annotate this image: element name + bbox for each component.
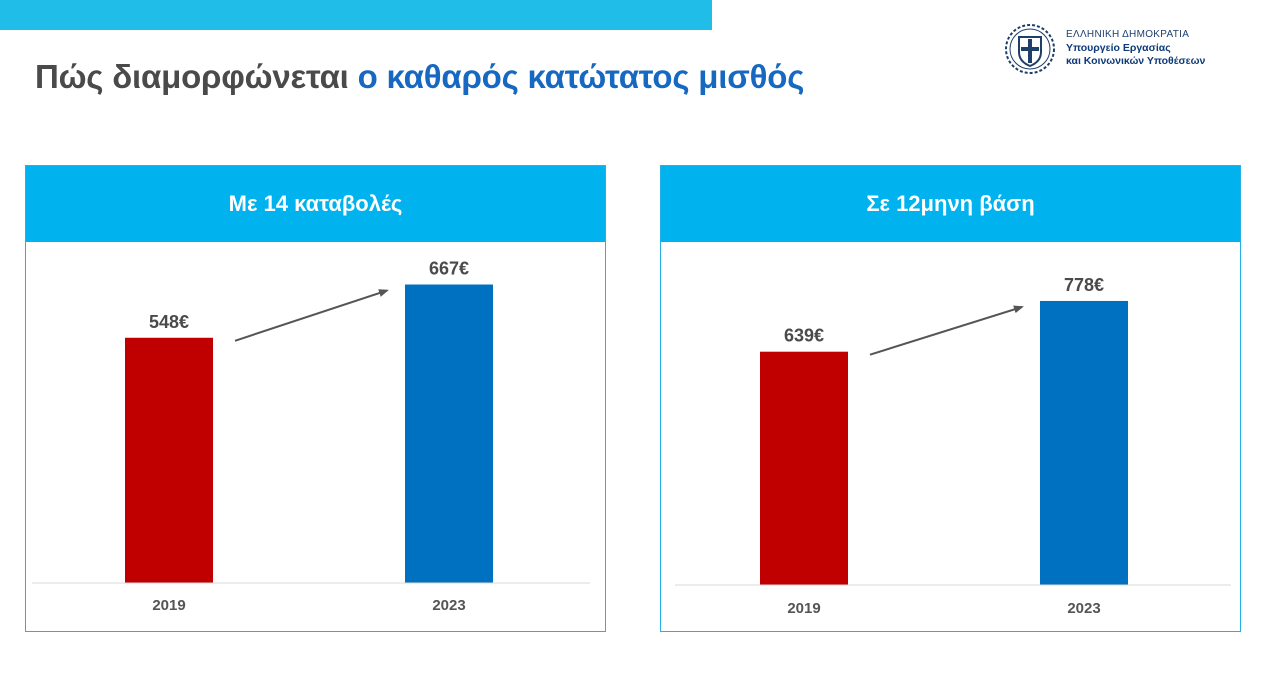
chart-title: Με 14 καταβολές — [26, 166, 605, 242]
data-label-2019: 548€ — [149, 312, 189, 332]
growth-arrow — [234, 289, 389, 342]
ministry-label: ΕΛΛΗΝΙΚΗ ΔΗΜΟΚΡΑΤΙΑ Υπουργείο Εργασίας κ… — [1066, 28, 1205, 69]
ministry-line2: Υπουργείο Εργασίας — [1066, 41, 1171, 54]
data-label-2023: 667€ — [429, 259, 469, 279]
data-label-2023: 778€ — [1064, 275, 1104, 295]
bar-2019 — [760, 351, 848, 585]
bar-chart-14-payments: 548€ 2019 667€ 2023 — [32, 259, 590, 614]
top-accent-bar — [0, 0, 712, 30]
x-tick-label-2019: 2019 — [787, 600, 820, 617]
bar-2019 — [125, 337, 213, 583]
bar-2023 — [1040, 300, 1128, 585]
chart-panel-14-payments: Με 14 καταβολές 548€ 2019 667€ 2023 — [25, 165, 606, 632]
data-label-2019: 639€ — [784, 326, 824, 346]
x-tick-label-2023: 2023 — [1067, 600, 1100, 617]
ministry-line1: ΕΛΛΗΝΙΚΗ ΔΗΜΟΚΡΑΤΙΑ — [1066, 29, 1190, 40]
x-tick-label-2023: 2023 — [432, 597, 465, 614]
greek-coat-of-arms-icon — [1005, 24, 1055, 74]
chart-panel-12-month: Σε 12μηνη βάση 639€ 2019 778€ 2023 — [660, 165, 1241, 632]
growth-arrow — [869, 305, 1024, 356]
bar-2023 — [405, 284, 493, 583]
page-title-part2: ο καθαρός κατώτατος μισθός — [357, 58, 805, 95]
ministry-line3: και Κοινωνικών Υποθέσεων — [1066, 55, 1206, 67]
bar-chart-12-month: 639€ 2019 778€ 2023 — [675, 275, 1231, 617]
chart-title: Σε 12μηνη βάση — [661, 166, 1240, 242]
page-title-part1: Πώς διαμορφώνεται — [35, 58, 349, 95]
page-title: Πώς διαμορφώνεται ο καθαρός κατώτατος μι… — [35, 58, 804, 96]
x-tick-label-2019: 2019 — [152, 597, 185, 614]
